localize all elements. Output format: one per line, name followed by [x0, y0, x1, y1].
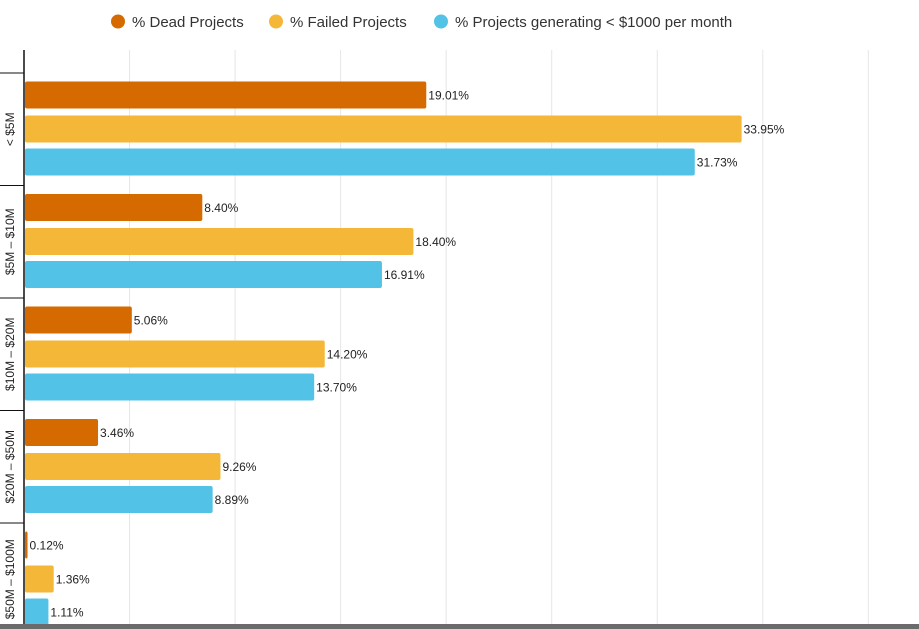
bottom-scrollbar[interactable] [0, 624, 919, 629]
data-label: 19.01% [428, 89, 469, 103]
data-label: 0.12% [30, 539, 64, 553]
data-label: 31.73% [697, 156, 738, 170]
bar [25, 486, 213, 513]
data-label: 8.89% [215, 493, 249, 507]
data-label: 3.46% [100, 426, 134, 440]
bar [25, 261, 382, 288]
bar [25, 598, 49, 626]
legend-item: % Failed Projects [269, 14, 407, 31]
bar [25, 453, 221, 480]
bar [25, 228, 414, 255]
bar [25, 419, 99, 446]
data-label: 5.06% [134, 314, 168, 328]
data-label: 8.40% [204, 201, 238, 215]
bar [25, 194, 203, 221]
category-label: $10M – $20M [3, 318, 17, 391]
legend-label: % Failed Projects [290, 14, 407, 31]
data-label: 13.70% [316, 381, 357, 395]
category-label: $50M – $100M [3, 539, 17, 619]
bar [25, 340, 325, 368]
legend-item: % Dead Projects [111, 14, 244, 31]
legend-swatch [269, 14, 283, 29]
category-label: $5M – $10M [3, 208, 17, 275]
legend-label: % Dead Projects [132, 14, 244, 31]
data-label: 1.36% [56, 573, 90, 587]
bar [25, 565, 54, 593]
bar [25, 306, 132, 334]
data-label: 9.26% [222, 460, 256, 474]
category-label: $20M – $50M [3, 430, 17, 503]
legend-item: % Projects generating < $1000 per month [434, 14, 732, 31]
legend-swatch [434, 14, 448, 29]
data-label: 1.11% [50, 606, 83, 620]
legend-swatch [111, 14, 125, 29]
bar [25, 373, 315, 401]
bar [25, 148, 695, 176]
data-label: 33.95% [744, 123, 785, 137]
bar [25, 81, 427, 109]
bar [25, 531, 28, 559]
data-label: 18.40% [415, 235, 456, 249]
legend-label: % Projects generating < $1000 per month [455, 14, 732, 31]
data-label: 14.20% [327, 348, 368, 362]
data-label: 16.91% [384, 268, 425, 282]
bar [25, 115, 742, 143]
category-label: < $5M [3, 112, 17, 146]
